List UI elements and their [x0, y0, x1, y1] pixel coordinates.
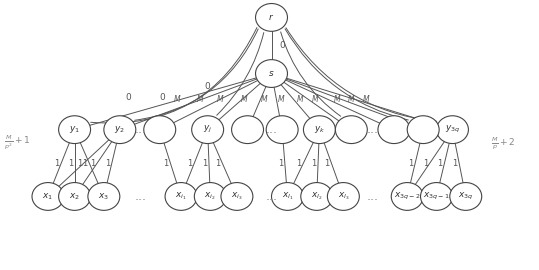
Text: $M$: $M$ — [196, 93, 204, 104]
Ellipse shape — [165, 183, 197, 210]
Ellipse shape — [327, 183, 360, 210]
Text: $M$: $M$ — [312, 93, 320, 104]
Text: 0: 0 — [205, 82, 211, 92]
Text: $x_{i_2}$: $x_{i_2}$ — [204, 191, 216, 202]
Text: 1: 1 — [82, 158, 88, 168]
Text: $x_{3q-1}$: $x_{3q-1}$ — [423, 191, 450, 202]
Text: 1: 1 — [68, 158, 73, 168]
Text: 1: 1 — [105, 158, 110, 168]
Ellipse shape — [232, 116, 264, 144]
Text: 1: 1 — [423, 158, 428, 168]
FancyArrowPatch shape — [91, 28, 257, 123]
Ellipse shape — [437, 116, 468, 144]
Text: $M$: $M$ — [240, 93, 248, 104]
Text: $M$: $M$ — [260, 93, 268, 104]
Text: $M$: $M$ — [216, 93, 224, 104]
FancyArrowPatch shape — [286, 28, 437, 121]
Text: $y_1$: $y_1$ — [69, 124, 80, 135]
Ellipse shape — [104, 116, 136, 144]
FancyArrowPatch shape — [217, 33, 264, 115]
Text: 1: 1 — [188, 158, 193, 168]
Ellipse shape — [272, 183, 303, 210]
Text: $x_1$: $x_1$ — [43, 191, 53, 202]
Text: 1: 1 — [91, 158, 95, 168]
Text: 1: 1 — [54, 158, 60, 168]
Text: 1: 1 — [278, 158, 283, 168]
FancyArrowPatch shape — [135, 29, 258, 120]
Text: $y_k$: $y_k$ — [314, 124, 325, 135]
Text: $x_{3q-2}$: $x_{3q-2}$ — [394, 191, 420, 202]
Text: 0: 0 — [125, 93, 130, 102]
Ellipse shape — [32, 183, 64, 210]
Text: ...: ... — [135, 190, 147, 203]
Text: ...: ... — [367, 190, 378, 203]
Ellipse shape — [301, 183, 333, 210]
Ellipse shape — [88, 183, 120, 210]
Text: 1: 1 — [77, 158, 82, 168]
Ellipse shape — [407, 116, 439, 144]
Text: $\frac{M}{p}+2$: $\frac{M}{p}+2$ — [491, 135, 515, 151]
Text: 1: 1 — [163, 158, 169, 168]
FancyArrowPatch shape — [285, 29, 409, 120]
Text: $x_2$: $x_2$ — [69, 191, 80, 202]
Ellipse shape — [221, 183, 253, 210]
Text: 1: 1 — [216, 158, 220, 168]
Text: $x_{l_1}$: $x_{l_1}$ — [281, 191, 293, 202]
Ellipse shape — [144, 116, 176, 144]
Text: 1: 1 — [452, 158, 458, 168]
Text: $M$: $M$ — [277, 93, 285, 104]
Text: $\frac{M}{p^2}+1$: $\frac{M}{p^2}+1$ — [4, 134, 30, 152]
Text: ...: ... — [135, 123, 147, 136]
Text: $r$: $r$ — [268, 12, 274, 22]
Text: ...: ... — [266, 190, 278, 203]
Ellipse shape — [303, 116, 335, 144]
Text: 1: 1 — [311, 158, 316, 168]
Text: 1: 1 — [324, 158, 330, 168]
Ellipse shape — [266, 116, 298, 144]
FancyArrowPatch shape — [281, 32, 341, 116]
Text: 1: 1 — [202, 158, 208, 168]
Text: $M$: $M$ — [295, 93, 304, 104]
Text: 1: 1 — [409, 158, 413, 168]
Ellipse shape — [192, 116, 224, 144]
Text: ...: ... — [266, 123, 278, 136]
Text: $y_{3q}$: $y_{3q}$ — [445, 124, 460, 135]
Ellipse shape — [335, 116, 367, 144]
Ellipse shape — [450, 183, 482, 210]
Text: ...: ... — [367, 123, 378, 136]
Text: $M$: $M$ — [173, 93, 182, 104]
Text: $M$: $M$ — [362, 93, 370, 104]
Text: 0: 0 — [280, 41, 285, 50]
Text: $y_j$: $y_j$ — [203, 124, 212, 135]
Text: $x_{i_1}$: $x_{i_1}$ — [175, 191, 187, 202]
Ellipse shape — [255, 60, 287, 87]
Ellipse shape — [391, 183, 423, 210]
Ellipse shape — [255, 4, 287, 31]
Text: $x_{l_3}$: $x_{l_3}$ — [337, 191, 349, 202]
Text: $M$: $M$ — [348, 93, 356, 104]
Text: 0: 0 — [160, 93, 165, 102]
Ellipse shape — [420, 183, 452, 210]
Ellipse shape — [59, 183, 91, 210]
Text: 1: 1 — [296, 158, 302, 168]
Text: $y_2$: $y_2$ — [114, 124, 125, 135]
Text: 1: 1 — [438, 158, 443, 168]
Text: $x_{i_3}$: $x_{i_3}$ — [231, 191, 243, 202]
Ellipse shape — [378, 116, 410, 144]
Text: $s$: $s$ — [268, 69, 275, 78]
Ellipse shape — [59, 116, 91, 144]
Ellipse shape — [195, 183, 226, 210]
Text: $M$: $M$ — [333, 93, 341, 104]
Text: $x_3$: $x_3$ — [98, 191, 109, 202]
Text: $x_{3q}$: $x_{3q}$ — [458, 191, 473, 202]
Text: $x_{l_2}$: $x_{l_2}$ — [311, 191, 322, 202]
